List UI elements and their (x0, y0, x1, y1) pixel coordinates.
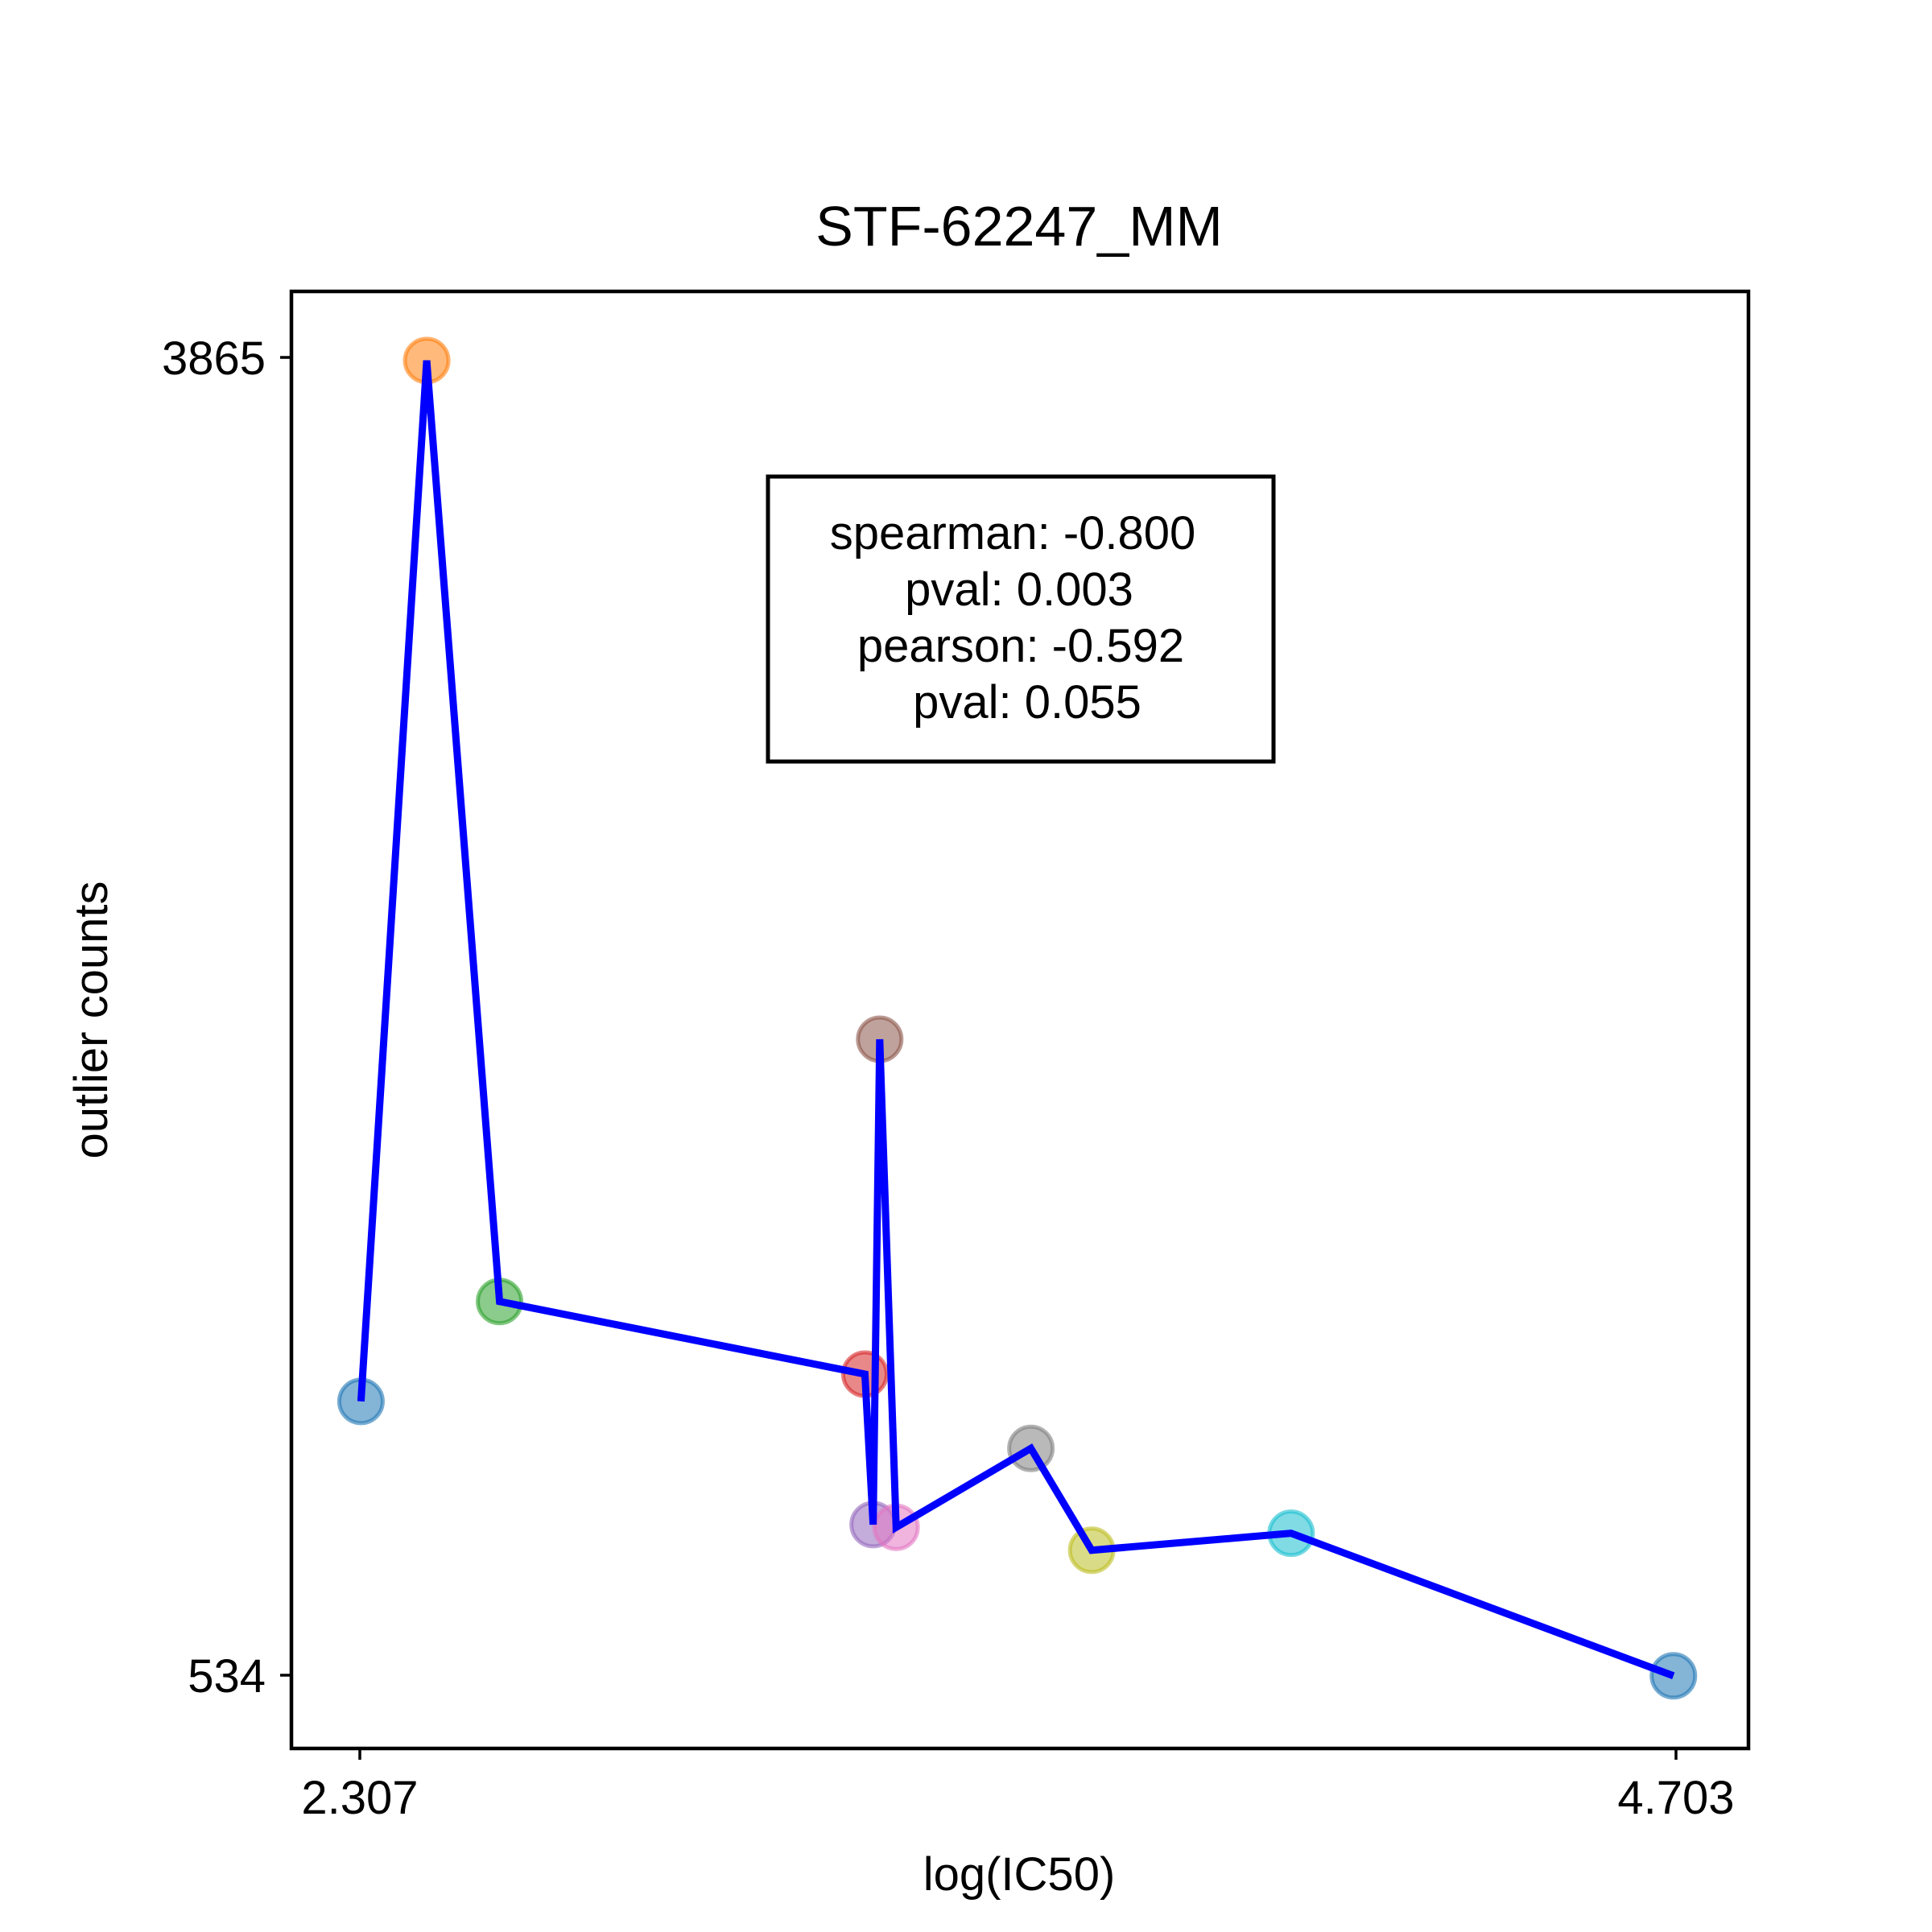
x-tick-label-low: 2.307 (301, 1772, 418, 1824)
stats-spearman: spearman: -0.800 (830, 507, 1196, 559)
y-axis-label: outlier counts (65, 881, 118, 1159)
plot-frame (289, 289, 1751, 1751)
x-tick-label-high: 4.703 (1617, 1772, 1734, 1824)
stats-pearson: pearson: -0.592 (857, 620, 1184, 672)
y-tick-label-high: 3865 (162, 332, 266, 385)
x-axis-label: log(IC50) (923, 1848, 1116, 1901)
y-tick-label-low: 534 (188, 1650, 266, 1703)
stats-box-frame (766, 474, 1276, 764)
stats-pearson-pval: pval: 0.055 (913, 676, 1141, 729)
line-layer (357, 360, 1675, 1679)
series-line (357, 360, 1675, 1679)
chart-title: STF-62247_MM (815, 195, 1223, 258)
stats-box: spearman: -0.800 pval: 0.003 pearson: -0… (766, 474, 1276, 764)
stats-spearman-pval: pval: 0.003 (905, 564, 1133, 616)
